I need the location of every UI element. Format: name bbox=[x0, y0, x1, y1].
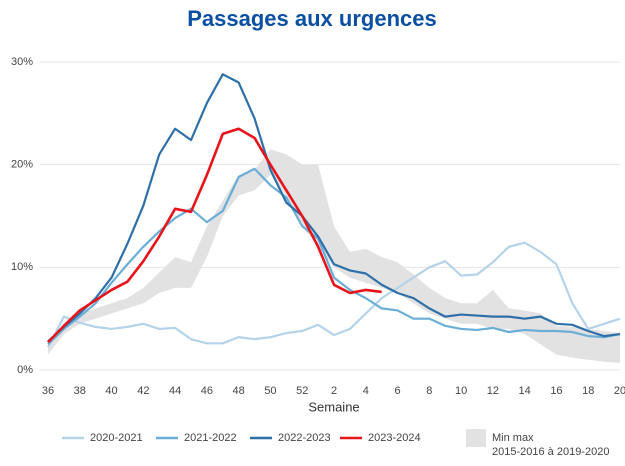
y-tick-label: 10% bbox=[11, 261, 33, 273]
x-tick-label: 44 bbox=[169, 385, 181, 397]
x-axis-label: Semaine bbox=[308, 399, 359, 414]
legend-label: 2022-2023 bbox=[278, 432, 331, 444]
x-tick-label: 50 bbox=[264, 385, 276, 397]
legend-label: 2015-2016 à 2019-2020 bbox=[492, 446, 609, 458]
x-tick-label: 10 bbox=[455, 385, 467, 397]
x-tick-label: 12 bbox=[487, 385, 499, 397]
x-tick-label: 18 bbox=[582, 385, 594, 397]
series-line bbox=[47, 167, 621, 346]
x-tick-label: 36 bbox=[42, 385, 54, 397]
x-tick-label: 48 bbox=[233, 385, 245, 397]
series-line bbox=[47, 127, 382, 344]
x-tick-label: 40 bbox=[105, 385, 117, 397]
legend-label: 2021-2022 bbox=[184, 432, 237, 444]
legend-swatch bbox=[466, 429, 486, 447]
x-tick-label: 2 bbox=[331, 385, 337, 397]
series-line bbox=[47, 73, 621, 343]
y-tick-label: 30% bbox=[11, 56, 33, 68]
x-tick-label: 4 bbox=[363, 385, 369, 397]
x-tick-label: 8 bbox=[426, 385, 432, 397]
legend-label: Min max bbox=[492, 432, 534, 444]
y-tick-label: 20% bbox=[11, 159, 33, 171]
x-tick-label: 14 bbox=[519, 385, 531, 397]
chart-title: Passages aux urgences bbox=[187, 6, 436, 31]
x-tick-label: 42 bbox=[137, 385, 149, 397]
x-tick-label: 46 bbox=[201, 385, 213, 397]
x-tick-label: 52 bbox=[296, 385, 308, 397]
legend-label: 2023-2024 bbox=[368, 432, 421, 444]
legend-label: 2020-2021 bbox=[90, 432, 143, 444]
y-tick-label: 0% bbox=[17, 364, 33, 376]
x-tick-label: 16 bbox=[550, 385, 562, 397]
x-tick-label: 38 bbox=[74, 385, 86, 397]
x-tick-label: 20 bbox=[614, 385, 625, 397]
series-line bbox=[47, 241, 621, 348]
min-max-band bbox=[48, 149, 620, 363]
x-tick-label: 6 bbox=[394, 385, 400, 397]
